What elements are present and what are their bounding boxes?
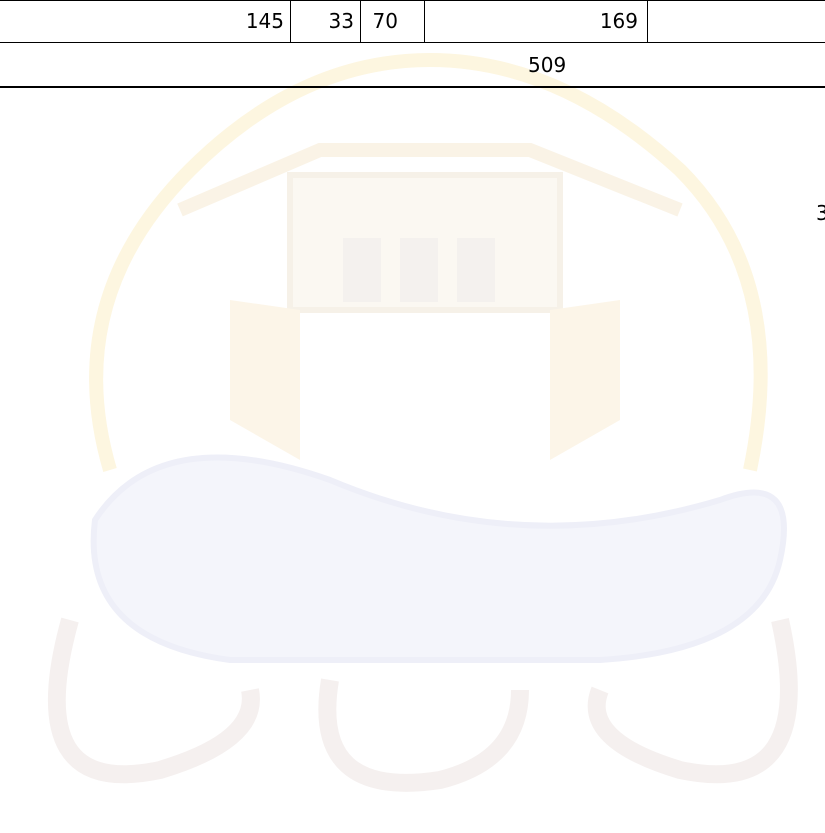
- table-border: [360, 0, 361, 42]
- watermark: [0, 0, 825, 833]
- table-border: [0, 0, 825, 1]
- table-cell: 70: [362, 9, 398, 33]
- text-fragment: 3: [816, 201, 825, 225]
- table-border: [0, 42, 825, 43]
- table-border: [424, 0, 425, 42]
- table-cell: 33: [296, 9, 354, 33]
- table-border: [647, 0, 648, 42]
- table-cell: 145: [200, 9, 284, 33]
- watermark-logo: [57, 60, 789, 783]
- page: {"table": {"rows": [[145, 33, 70, 169], …: [0, 0, 825, 833]
- table-cell: 509: [528, 53, 628, 77]
- table-border: [0, 86, 825, 88]
- table-border: [290, 0, 291, 42]
- table-cell: 169: [430, 9, 638, 33]
